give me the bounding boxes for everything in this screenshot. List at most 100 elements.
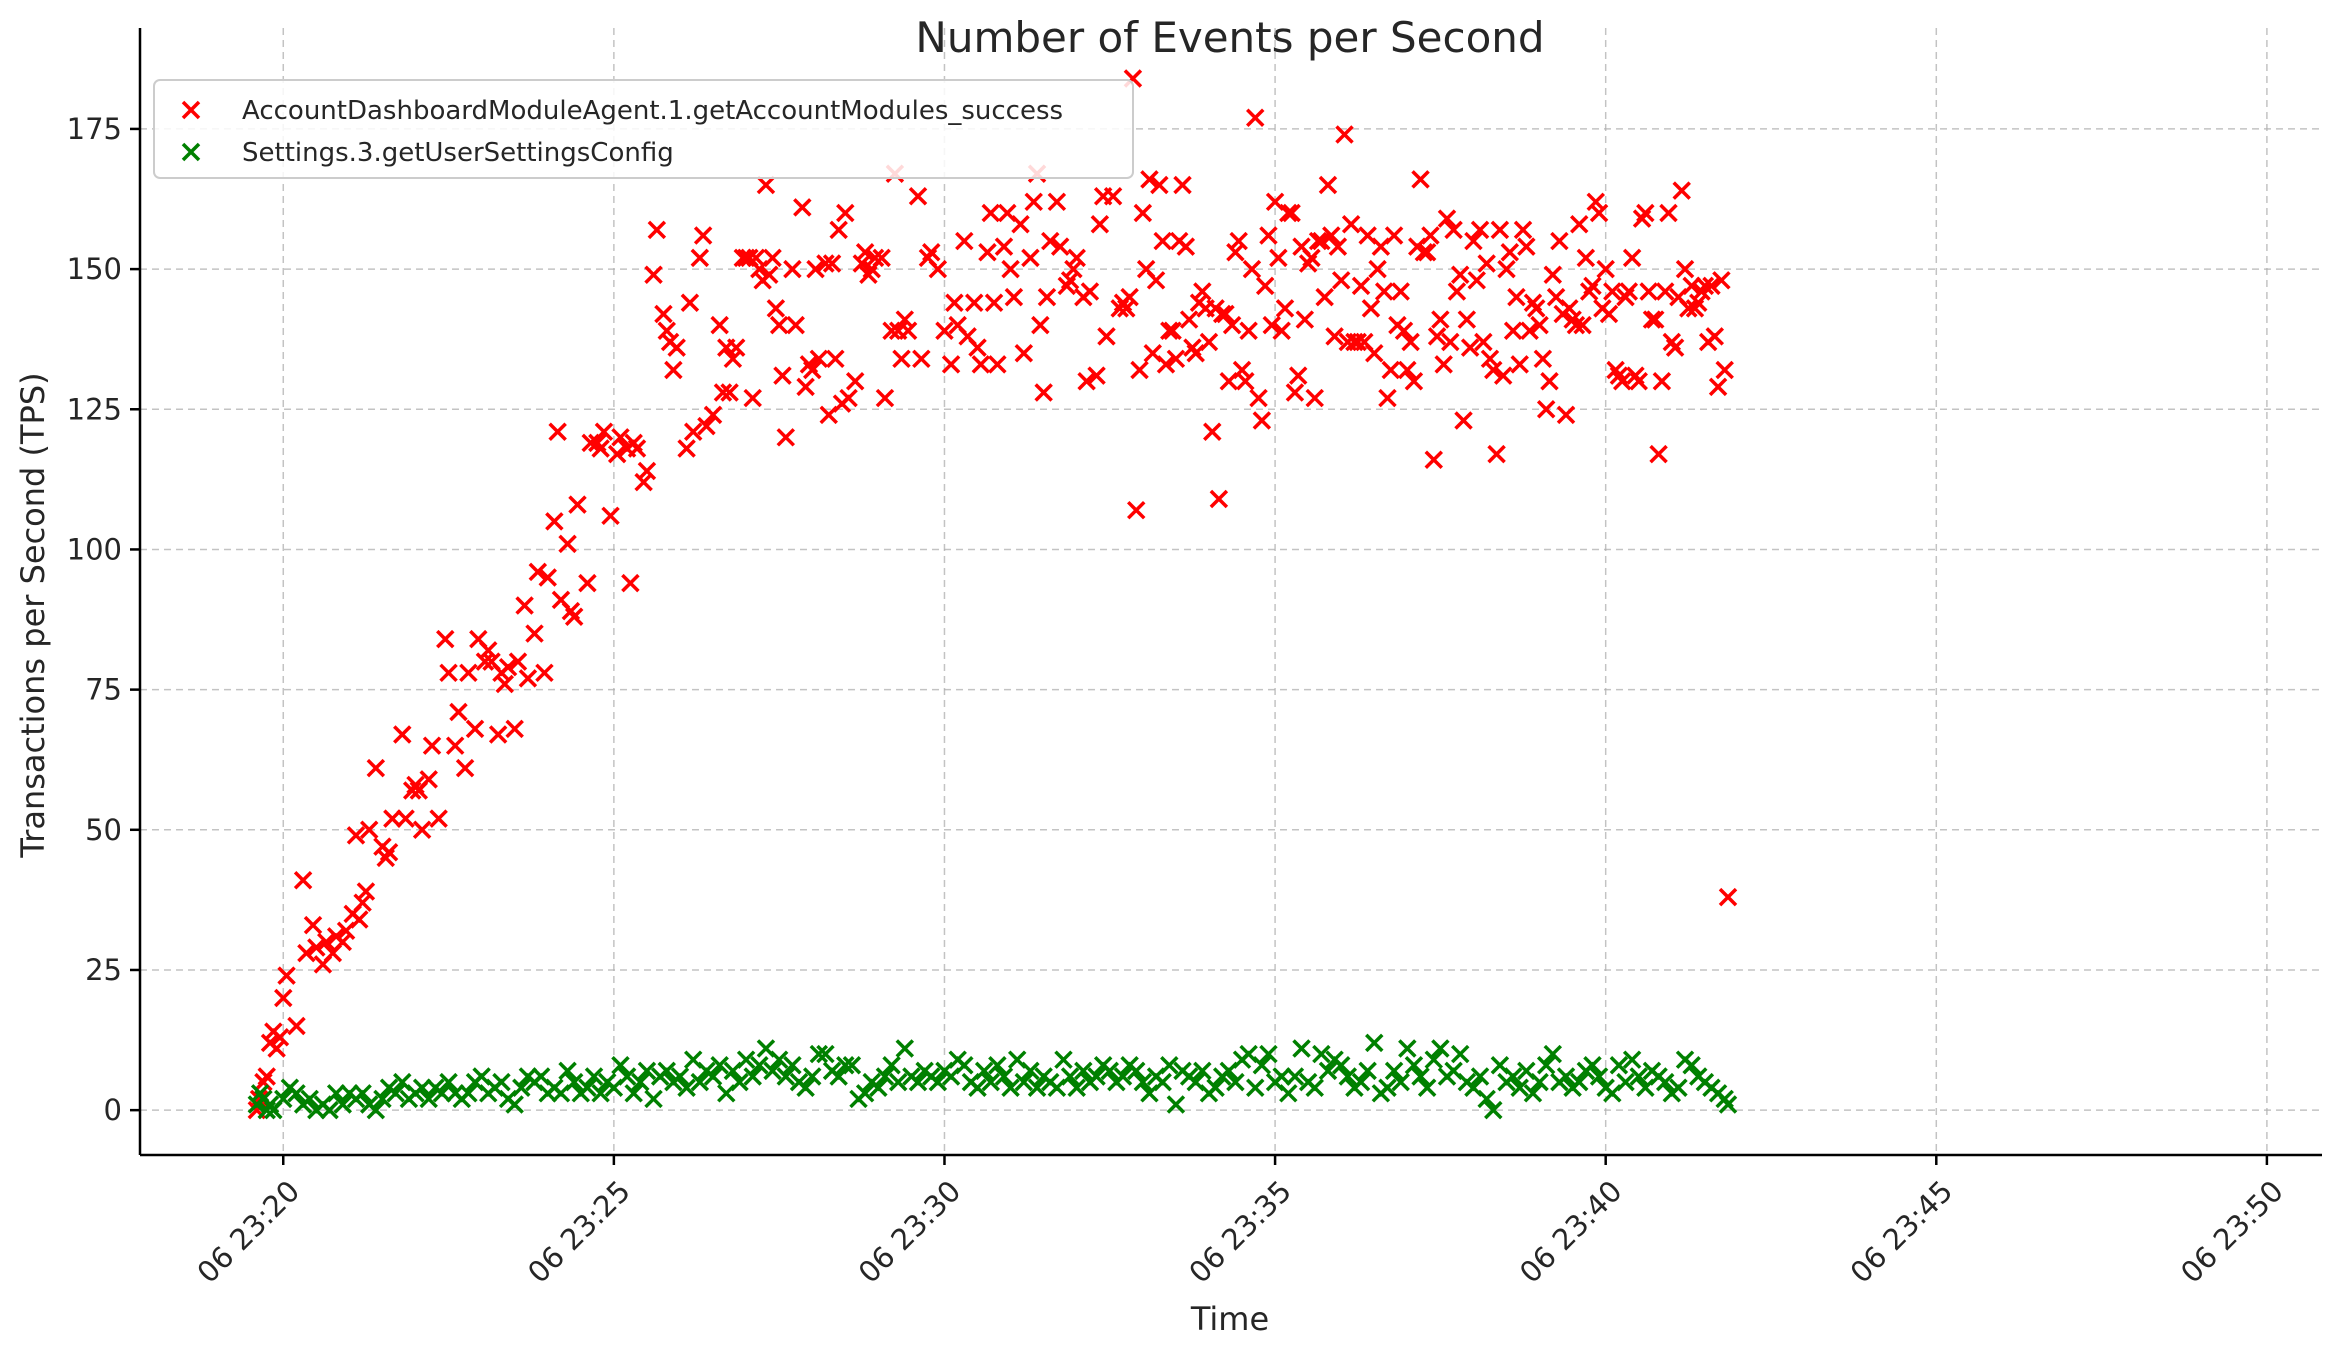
data-point — [1077, 372, 1096, 391]
data-point — [1718, 887, 1738, 907]
data-point — [1576, 248, 1596, 268]
data-point — [366, 758, 386, 778]
legend-marker-series-1 — [181, 100, 201, 120]
data-point — [353, 893, 372, 912]
data-point — [1603, 282, 1622, 301]
data-point — [1424, 1050, 1444, 1069]
data-point — [994, 237, 1014, 256]
data-point — [1246, 1078, 1265, 1097]
data-point — [845, 372, 865, 391]
data-point — [809, 1044, 829, 1064]
data-point — [379, 842, 399, 862]
data-point — [1523, 1084, 1543, 1103]
data-point — [1427, 327, 1447, 346]
data-point — [1642, 310, 1662, 329]
data-point — [1556, 1067, 1576, 1086]
data-point — [1074, 1061, 1093, 1081]
data-point — [591, 1084, 610, 1103]
data-point — [733, 248, 753, 268]
y-tick-label: 25 — [85, 953, 122, 987]
data-point — [1126, 1061, 1146, 1081]
data-point — [888, 1072, 908, 1092]
data-point — [293, 871, 313, 890]
data-point — [558, 1061, 577, 1081]
data-point — [277, 966, 296, 985]
data-point — [796, 377, 815, 397]
data-point — [1133, 1072, 1153, 1092]
data-point — [1179, 310, 1199, 329]
data-point — [1484, 1100, 1503, 1120]
data-point — [796, 1078, 815, 1097]
data-point — [1470, 220, 1490, 240]
data-point — [1037, 287, 1057, 307]
grid-lines — [140, 28, 2322, 1155]
data-point — [644, 265, 663, 284]
data-point — [1166, 1095, 1186, 1114]
data-point — [1616, 1072, 1635, 1092]
data-point — [1672, 181, 1691, 200]
data-point — [505, 1095, 524, 1114]
y-tick-label: 125 — [67, 392, 122, 426]
data-point — [763, 248, 782, 268]
data-point — [1404, 372, 1424, 391]
data-point — [1252, 1056, 1272, 1075]
data-point — [1622, 248, 1642, 268]
data-point — [1229, 231, 1248, 251]
data-point — [439, 663, 458, 683]
data-point — [928, 259, 948, 279]
data-point — [1087, 366, 1106, 385]
data-point — [875, 1067, 895, 1086]
data-point — [1206, 1078, 1225, 1097]
data-point — [1679, 299, 1698, 318]
data-point — [1457, 310, 1477, 329]
data-point — [1021, 248, 1040, 268]
data-point — [386, 1084, 405, 1103]
data-point — [1702, 276, 1721, 296]
data-point — [1160, 321, 1179, 341]
data-point — [1153, 1072, 1172, 1092]
data-point — [1490, 220, 1510, 240]
x-tick-label: 06 23:50 — [2174, 1174, 2290, 1290]
data-point — [1328, 237, 1348, 256]
data-point — [1530, 1072, 1549, 1092]
data-point — [1365, 1033, 1384, 1053]
data-point — [1226, 1072, 1245, 1092]
data-point — [1543, 1044, 1563, 1064]
data-point — [981, 1072, 1000, 1092]
data-point — [1550, 231, 1569, 251]
legend-label-series-2: Settings.3.getUserSettingsConfig — [242, 138, 674, 168]
data-point — [1011, 215, 1030, 234]
data-point — [1497, 259, 1516, 279]
data-point — [1712, 271, 1731, 290]
data-point — [1431, 310, 1450, 329]
data-point — [1269, 248, 1288, 268]
data-point — [601, 506, 620, 526]
data-point — [591, 439, 610, 458]
data-point — [1279, 1084, 1298, 1103]
data-point — [1272, 1067, 1291, 1086]
data-point — [538, 568, 557, 587]
data-point — [1193, 1061, 1212, 1081]
data-point — [1285, 383, 1305, 402]
data-point — [508, 652, 528, 671]
data-point — [1163, 321, 1182, 341]
y-tick-label: 175 — [67, 112, 122, 146]
data-point — [1520, 321, 1539, 341]
data-point — [842, 1056, 862, 1075]
data-point — [1100, 1061, 1120, 1081]
data-point — [1530, 315, 1549, 335]
data-point — [1140, 170, 1159, 189]
data-point — [1173, 175, 1192, 195]
data-point — [1454, 411, 1473, 430]
data-point — [1246, 108, 1265, 127]
data-point — [637, 1061, 657, 1081]
data-point — [1288, 366, 1308, 385]
data-point — [1444, 220, 1463, 240]
data-point — [1331, 1056, 1351, 1075]
data-point — [1348, 332, 1367, 352]
data-point — [439, 1072, 458, 1092]
legend-frame — [153, 79, 1134, 179]
x-tick-label: 06 23:20 — [190, 1174, 306, 1290]
data-point — [964, 293, 984, 312]
data-point — [1609, 1056, 1629, 1075]
